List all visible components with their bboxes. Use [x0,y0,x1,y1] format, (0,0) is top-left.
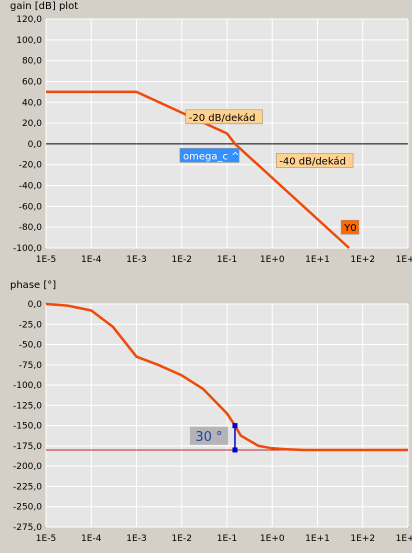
gain-x-tick-label: 1E+0 [260,255,285,265]
gain-annotation-label: Y0 [343,223,356,234]
phase-y-tick-label: -75,0 [19,361,43,371]
phase-y-tick-label: 0,0 [28,300,43,310]
phase-x-tick-label: 1E-1 [217,534,237,544]
phase-x-tick-label: 1E-4 [81,534,102,544]
gain-annotation-label: omega_c ^ [183,151,240,162]
phase-y-tick-label: -150,0 [13,422,42,432]
phase-y-tick-label: -275,0 [13,523,42,533]
gain-annotation-box [179,148,240,163]
phase-x-tick-label: 1E+2 [350,534,375,544]
phase-x-tick-label: 1E-5 [36,534,56,544]
gain-y-tick-label: 0,0 [28,140,43,150]
phase-margin-label: 30 ° [195,430,222,445]
gain-y-tick-label: 60,0 [22,77,42,87]
gain-x-tick-label: 1E-1 [217,255,237,265]
gain-x-tick-label: 1E-2 [172,255,192,265]
gain-y-tick-label: -20,0 [19,161,43,171]
gain-series-line [46,90,350,249]
phase-margin-cursor-bottom [232,447,238,453]
gain-panel-title: gain [dB] plot [10,1,79,12]
gain-y-tick-label: -80,0 [19,223,43,233]
gain-x-tick-label: 1E+3 [396,255,412,265]
phase-y-tick-label: -250,0 [13,503,42,513]
phase-y-tick-label: -125,0 [13,401,42,411]
gain-y-tick-label: 100,0 [16,36,42,46]
gain-y-tick-label: -40,0 [19,182,43,192]
gain-x-tick-label: 1E+1 [305,255,330,265]
gain-y-tick-label: 80,0 [22,57,42,67]
phase-margin-cursor-top [232,423,238,429]
gain-y-tick-label: 120,0 [16,15,42,25]
gain-annotation-box [340,219,360,235]
phase-panel-title: phase [°] [10,280,57,291]
gain-y-tick-label: -60,0 [19,202,43,212]
gain-x-tick-label: 1E-5 [36,255,56,265]
gain-annotation-label: -40 dB/dekád [279,156,346,168]
phase-x-tick-label: 1E+3 [396,534,412,544]
gain-x-tick-label: 1E-3 [126,255,146,265]
phase-y-tick-label: -50,0 [19,341,43,351]
phase-x-tick-label: 1E+0 [260,534,285,544]
gain-annotation-box [185,109,263,125]
phase-x-tick-label: 1E-2 [172,534,192,544]
gain-y-tick-label: 40,0 [22,98,42,108]
gain-x-tick-label: 1E+2 [350,255,375,265]
phase-chart: 1E-5 1E-4 1E-3 1E-2 1E-1 1E+0 1E+1 1E+2 1E+3 0,0 -… [13,300,412,544]
phase-y-tick-label: -25,0 [19,320,43,330]
phase-y-tick-label: -100,0 [13,381,42,391]
phase-y-tick-label: -225,0 [13,482,42,492]
gain-y-tick-label: 20,0 [22,119,42,129]
gain-annotation-box [276,153,354,168]
phase-x-tick-label: 1E+1 [305,534,330,544]
gain-annotation-label: -20 dB/dekád [189,112,256,124]
phase-y-tick-label: -200,0 [13,462,42,472]
gain-y-tick-label: -100,0 [13,244,42,254]
phase-margin-label-box [189,426,228,445]
gain-chart: 1E-5 1E-4 1E-3 1E-2 1E-1 1E+0 1E+1 1E+2 1E+3 120,… [13,15,412,265]
phase-y-tick-label: -175,0 [13,442,42,452]
phase-x-tick-label: 1E-3 [126,534,146,544]
gain-x-tick-label: 1E-4 [81,255,102,265]
